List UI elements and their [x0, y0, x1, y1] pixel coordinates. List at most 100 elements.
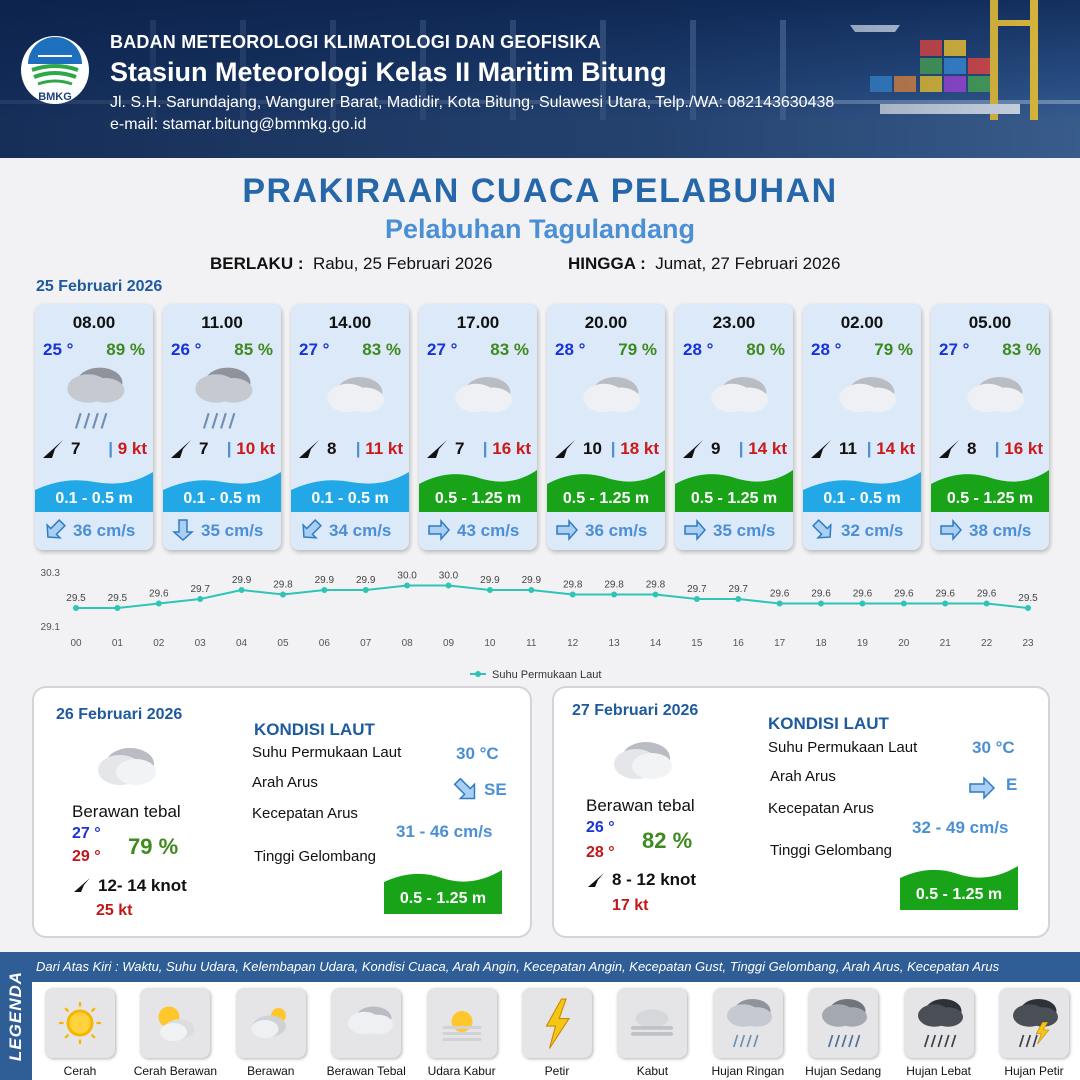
- legend-label: Cerah Berawan: [133, 1064, 218, 1078]
- gust-value: 16 kt: [1004, 439, 1043, 458]
- x-tick-label: 08: [402, 638, 414, 649]
- forecast-time: 02.00: [840, 313, 884, 332]
- data-point: [238, 587, 245, 593]
- cloud-sun-icon: [251, 1008, 286, 1038]
- wind-info: 7 | 10 kt: [169, 438, 277, 460]
- bmkg-logo: BMKG: [21, 36, 89, 104]
- light-rain-icon: [67, 367, 125, 429]
- x-tick-label: 15: [691, 638, 703, 649]
- current-direction-value: SE: [484, 780, 507, 799]
- air-temperature: 27 °: [427, 340, 458, 359]
- legend-label: Hujan Lebat: [906, 1064, 971, 1078]
- data-point: [73, 605, 79, 611]
- gust-value: 16 kt: [492, 439, 531, 458]
- port-name: Pelabuhan Tagulandang: [384, 214, 696, 244]
- data-label: 29.9: [232, 575, 252, 586]
- hour-card: 23.00 28 ° 80 % 9 | 14 kt 0.5 - 1.25 m 35 cm/s: [675, 304, 793, 550]
- legend-label: Hujan Sedang: [805, 1064, 882, 1078]
- forecast-time: 11.00: [201, 313, 243, 332]
- data-label: 29.9: [315, 575, 335, 586]
- air-temperature: 28 °: [555, 340, 586, 359]
- valid-from: BERLAKU : Rabu, 25 Februari 2026: [210, 254, 493, 274]
- gust-speed: | 16 kt: [482, 439, 531, 458]
- air-temperature: 25 °: [43, 340, 74, 359]
- overcast-icon: [583, 377, 641, 413]
- legend-item: Hujan Petir: [988, 988, 1080, 1078]
- data-label: 29.8: [563, 580, 583, 591]
- data-label: 29.6: [811, 589, 831, 600]
- legend-side-bar: LEGENDA: [0, 952, 32, 1080]
- data-label: 29.6: [894, 589, 914, 600]
- station-name: Stasiun Meteorologi Kelas II Maritim Bit…: [110, 57, 667, 87]
- gust-value: 9 kt: [117, 439, 147, 458]
- wave-height: 0.5 - 1.25 m: [434, 490, 522, 507]
- page-title: PRAKIRAAN CUACA PELABUHAN: [242, 172, 838, 210]
- current-speed: 35 cm/s: [713, 521, 776, 540]
- sst-value: 30 °C: [972, 738, 1015, 757]
- x-tick-label: 18: [815, 638, 827, 649]
- humidity: 79 %: [874, 340, 913, 359]
- light-rain-icon: [726, 999, 772, 1048]
- header-text: BADAN METEOROLOGI KLIMATOLOGI DAN GEOFIS…: [110, 32, 834, 134]
- x-tick-label: 20: [898, 638, 910, 649]
- day-panel-wind: 8 - 12 knot: [612, 870, 697, 889]
- current-speed: 36 cm/s: [585, 521, 648, 540]
- legend-icon-box: [999, 988, 1069, 1058]
- station-email: e-mail: stamar.bitung@bmmkg.go.id: [110, 116, 367, 133]
- wind-speed: 9: [711, 439, 721, 458]
- x-tick-label: 11: [526, 638, 537, 649]
- hour-card: 11.00 26 ° 85 % 7 | 10 kt 0.1 - 0.5 m 35 cm/s: [163, 304, 281, 550]
- legend-icon-box: [617, 988, 688, 1058]
- data-point: [859, 600, 866, 607]
- data-label: 29.8: [273, 580, 293, 591]
- sst-label: Suhu Permukaan Laut: [252, 744, 402, 761]
- y-tick-label: 30.3: [41, 568, 61, 579]
- current-direction-arrow-icon: [172, 519, 194, 542]
- forecast-time: 20.00: [584, 313, 628, 332]
- wave-height-band: [291, 472, 409, 512]
- legend-item: Hujan Ringan: [702, 988, 794, 1078]
- x-tick-label: 09: [443, 638, 455, 649]
- wind-direction-icon: [811, 440, 831, 458]
- gust-speed: | 14 kt: [866, 439, 915, 458]
- data-point: [735, 596, 742, 602]
- current-speed-value: 31 - 46 cm/s: [396, 822, 493, 841]
- wind-info: 8 | 16 kt: [937, 438, 1045, 460]
- gust-value: 14 kt: [748, 439, 787, 458]
- wind-direction-icon: [683, 440, 703, 458]
- legend-icon-box: [235, 988, 306, 1058]
- data-label: 29.8: [646, 580, 666, 591]
- legend-item: Hujan Lebat: [893, 988, 985, 1078]
- data-point: [362, 587, 369, 593]
- heavy-rain-icon: [917, 999, 963, 1048]
- current-direction-arrow-icon: [969, 776, 996, 800]
- fog-icon: [631, 1009, 674, 1036]
- current-direction-arrow-icon: [812, 519, 832, 539]
- wave-height: 0.1 - 0.5 m: [823, 490, 901, 507]
- data-label: 29.7: [729, 584, 749, 595]
- gust-speed: | 16 kt: [994, 439, 1043, 458]
- wind-direction-icon: [299, 440, 319, 458]
- data-point: [321, 587, 328, 593]
- legend-item: Udara Kabur: [416, 988, 508, 1078]
- legend-item: Kabut: [606, 988, 698, 1078]
- thunderstorm-icon: [1013, 999, 1058, 1048]
- day-panel-wind: 12- 14 knot: [98, 876, 187, 895]
- wind-info: 7 | 16 kt: [425, 438, 533, 460]
- x-tick-label: 16: [733, 638, 745, 649]
- x-tick-label: 01: [112, 638, 124, 649]
- overcast-icon: [98, 748, 156, 785]
- legend-title: LEGENDA: [6, 970, 25, 1062]
- overcast-icon: [839, 377, 897, 413]
- overcast-icon: [711, 377, 769, 413]
- forecast-time: 08.00: [72, 313, 116, 332]
- hour-card: 05.00 27 ° 83 % 8 | 16 kt 0.5 - 1.25 m 38 cm/s: [931, 304, 1049, 550]
- day-panel-tmax: 29 °: [72, 848, 101, 865]
- wave-height: 0.1 - 0.5 m: [183, 490, 261, 507]
- data-label: 29.5: [66, 593, 86, 604]
- wind-direction-icon: [555, 440, 575, 458]
- gust-speed: | 10 kt: [226, 439, 275, 458]
- current-speed-label: Kecepatan Arus: [252, 805, 358, 822]
- current-speed: 38 cm/s: [969, 521, 1032, 540]
- wave-height: 0.5 - 1.25 m: [690, 490, 778, 507]
